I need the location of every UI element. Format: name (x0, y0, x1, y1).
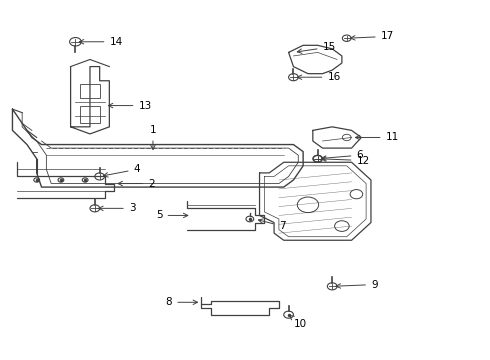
Text: 14: 14 (79, 37, 122, 47)
Text: 6: 6 (321, 150, 363, 160)
Text: 12: 12 (321, 156, 369, 166)
Text: 11: 11 (355, 132, 399, 143)
Text: 16: 16 (297, 72, 341, 82)
Text: 7: 7 (258, 219, 286, 231)
Text: 17: 17 (350, 31, 394, 41)
Text: 5: 5 (156, 211, 188, 220)
Text: 8: 8 (166, 297, 197, 307)
Text: 2: 2 (118, 179, 155, 189)
Text: 13: 13 (108, 100, 152, 111)
Bar (80, 105, 99, 123)
Bar (80, 84, 99, 99)
Text: 1: 1 (149, 125, 156, 149)
Text: 3: 3 (98, 203, 135, 213)
Text: 9: 9 (336, 280, 378, 289)
Text: 15: 15 (297, 42, 336, 53)
Text: 4: 4 (103, 165, 140, 177)
Text: 10: 10 (290, 315, 307, 329)
